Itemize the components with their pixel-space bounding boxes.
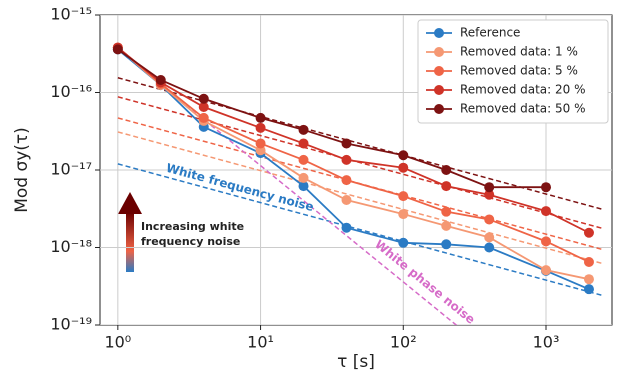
x-tick-label: 10⁰: [104, 333, 131, 352]
point: [583, 274, 594, 285]
point: [341, 154, 352, 165]
point: [484, 189, 495, 200]
point: [255, 138, 266, 149]
point: [441, 181, 452, 192]
x-axis-label: τ [s]: [337, 352, 375, 372]
point: [198, 112, 209, 123]
y-tick-label: 10⁻¹⁹: [50, 315, 92, 334]
point: [398, 237, 409, 248]
legend-label: Removed data: 20 %: [460, 83, 586, 97]
point: [112, 44, 123, 55]
legend-marker: [434, 28, 444, 38]
point: [341, 222, 352, 233]
x-tick-label: 10²: [390, 333, 417, 352]
point: [484, 242, 495, 253]
point: [484, 182, 495, 193]
point: [541, 182, 552, 193]
point: [298, 138, 309, 149]
legend-marker: [434, 85, 444, 95]
point: [398, 209, 409, 220]
point: [441, 165, 452, 175]
point: [341, 175, 352, 186]
point: [583, 256, 594, 267]
point: [441, 206, 452, 217]
point: [441, 220, 452, 231]
arrow-text: frequency noise: [141, 235, 240, 248]
point: [484, 214, 495, 225]
legend-marker: [434, 47, 444, 57]
point: [155, 74, 166, 85]
point: [398, 150, 409, 161]
point: [484, 232, 495, 243]
legend-marker: [434, 66, 444, 76]
x-tick-label: 10¹: [247, 333, 274, 352]
arrow-text: Increasing white: [141, 220, 244, 233]
point: [583, 227, 594, 238]
legend-box: [417, 19, 609, 124]
y-tick-label: 10⁻¹⁸: [50, 237, 92, 256]
point: [341, 195, 352, 206]
y-tick-label: 10⁻¹⁷: [50, 160, 92, 179]
legend-label: Removed data: 1 %: [460, 45, 578, 59]
arrow: [118, 192, 142, 272]
legend-marker: [434, 104, 444, 114]
point: [583, 284, 594, 295]
point: [541, 236, 552, 247]
legend-label: Removed data: 5 %: [460, 64, 578, 78]
point: [398, 162, 409, 173]
series-line: [117, 48, 547, 189]
point: [541, 265, 552, 276]
legend-label: Reference: [460, 26, 520, 40]
point: [198, 101, 209, 112]
point: [441, 239, 452, 250]
legend-label: Removed data: 50 %: [460, 102, 586, 116]
point: [298, 172, 309, 183]
point: [255, 112, 266, 123]
point: [255, 122, 266, 133]
y-tick-label: 10⁻¹⁶: [50, 82, 92, 101]
fit-line: [117, 131, 603, 265]
point: [341, 138, 352, 149]
point: [298, 181, 309, 192]
point: [298, 154, 309, 165]
y-axis-label: Mod σy(τ): [12, 127, 32, 213]
point: [298, 124, 309, 135]
x-tick-label: 10³: [533, 333, 560, 352]
point: [398, 191, 409, 202]
point: [541, 206, 552, 217]
point: [198, 93, 209, 104]
y-tick-label: 10⁻¹⁵: [50, 5, 92, 24]
fit-line: [117, 163, 603, 297]
